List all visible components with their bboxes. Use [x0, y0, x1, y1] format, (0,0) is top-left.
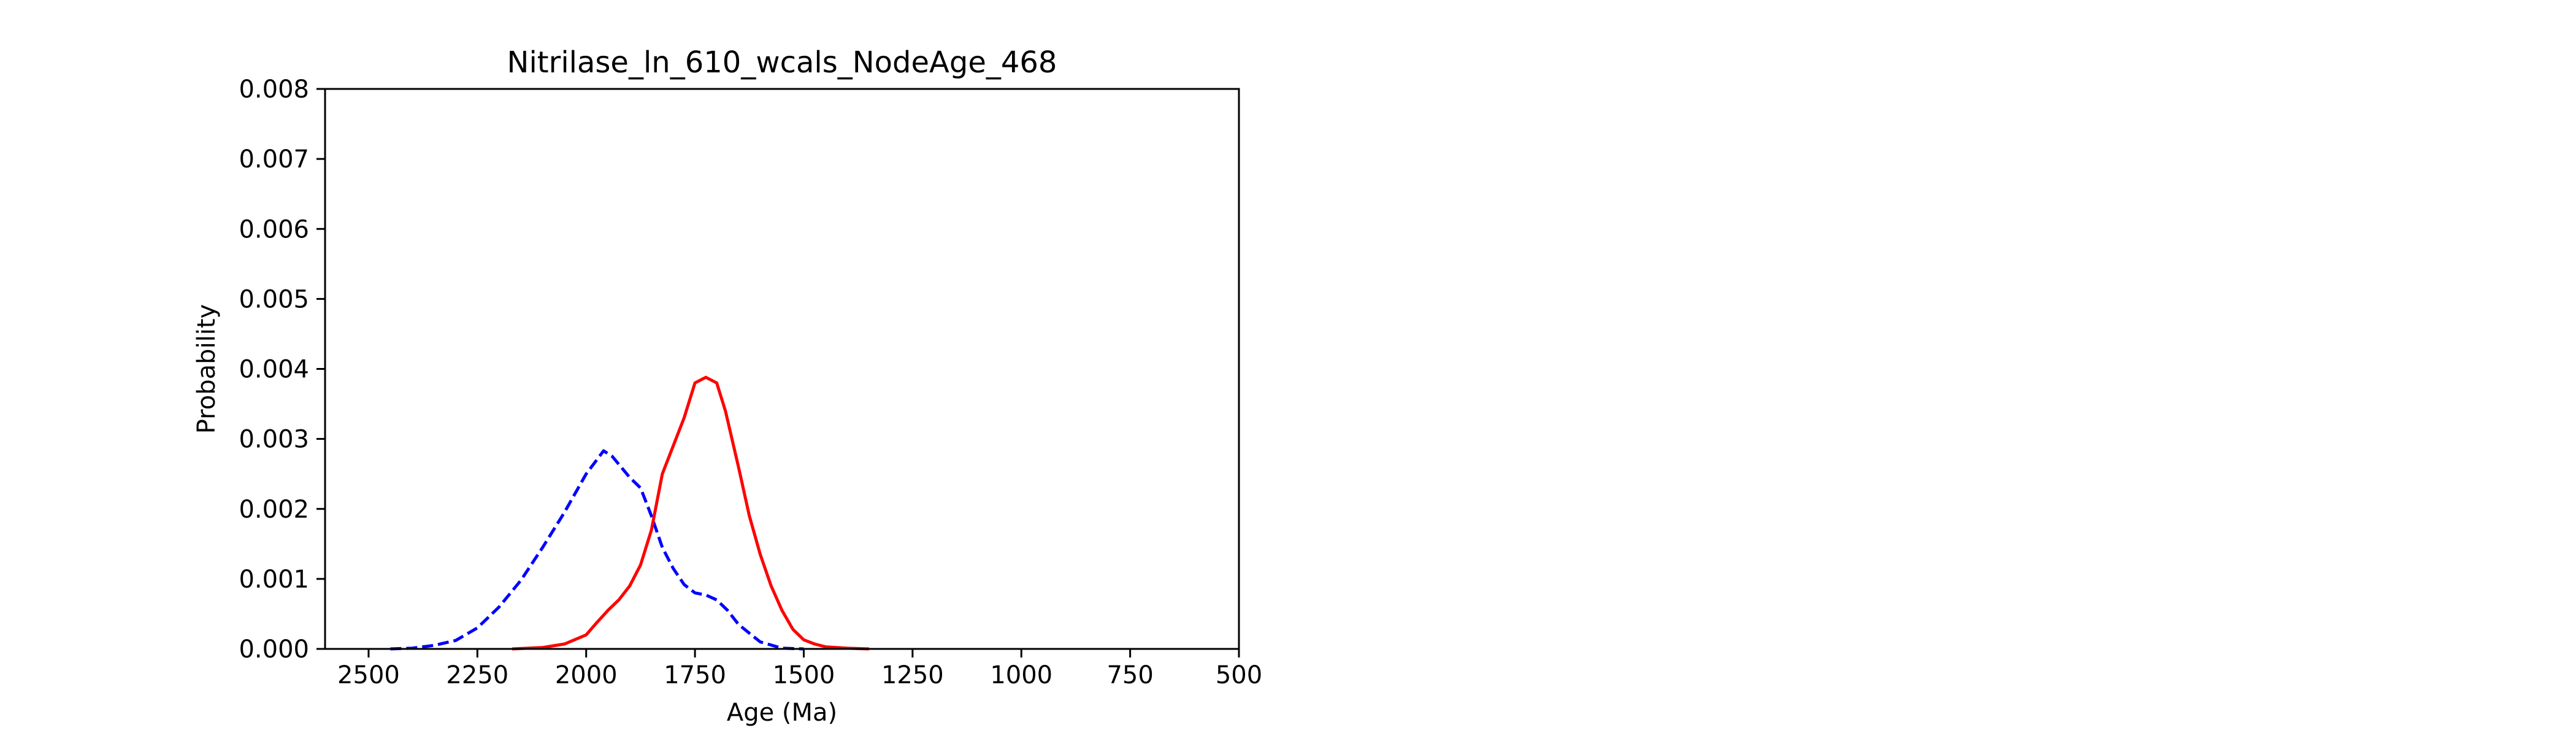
- y-tick-label: 0.001: [239, 565, 309, 594]
- plot-area: [390, 375, 869, 651]
- x-tick-label: 2000: [555, 661, 618, 689]
- x-tick-label: 1500: [773, 661, 835, 689]
- y-tick-label: 0.002: [239, 496, 309, 524]
- series-line-2: [512, 375, 869, 651]
- x-tick-label: 2250: [446, 661, 508, 689]
- x-axis-ticks: 2500 2250 2000 1750 1500 1250 1000 750 500: [337, 649, 1262, 689]
- y-tick-label: 0.000: [239, 635, 309, 664]
- y-tick-label: 0.006: [239, 215, 309, 243]
- x-tick-label: 1000: [990, 661, 1052, 689]
- y-tick-label: 0.004: [239, 356, 309, 384]
- x-axis-label: Age (Ma): [727, 699, 837, 727]
- y-axis-ticks: 0.000 0.001 0.002 0.003 0.004 0.005 0.006 0.007…: [239, 75, 325, 664]
- y-tick-label: 0.008: [239, 75, 309, 104]
- x-tick-label: 750: [1106, 661, 1153, 689]
- y-axis-label: Probability: [193, 304, 221, 434]
- y-tick-label: 0.005: [239, 285, 309, 313]
- x-tick-label: 2500: [337, 661, 400, 689]
- x-tick-label: 1750: [664, 661, 726, 689]
- x-tick-label: 1250: [881, 661, 944, 689]
- series-line-1: [390, 449, 804, 651]
- y-tick-label: 0.003: [239, 426, 309, 454]
- y-tick-label: 0.007: [239, 145, 309, 174]
- chart-title: Nitrilase_ln_610_wcals_NodeAge_468: [507, 45, 1057, 80]
- x-tick-label: 500: [1216, 661, 1262, 689]
